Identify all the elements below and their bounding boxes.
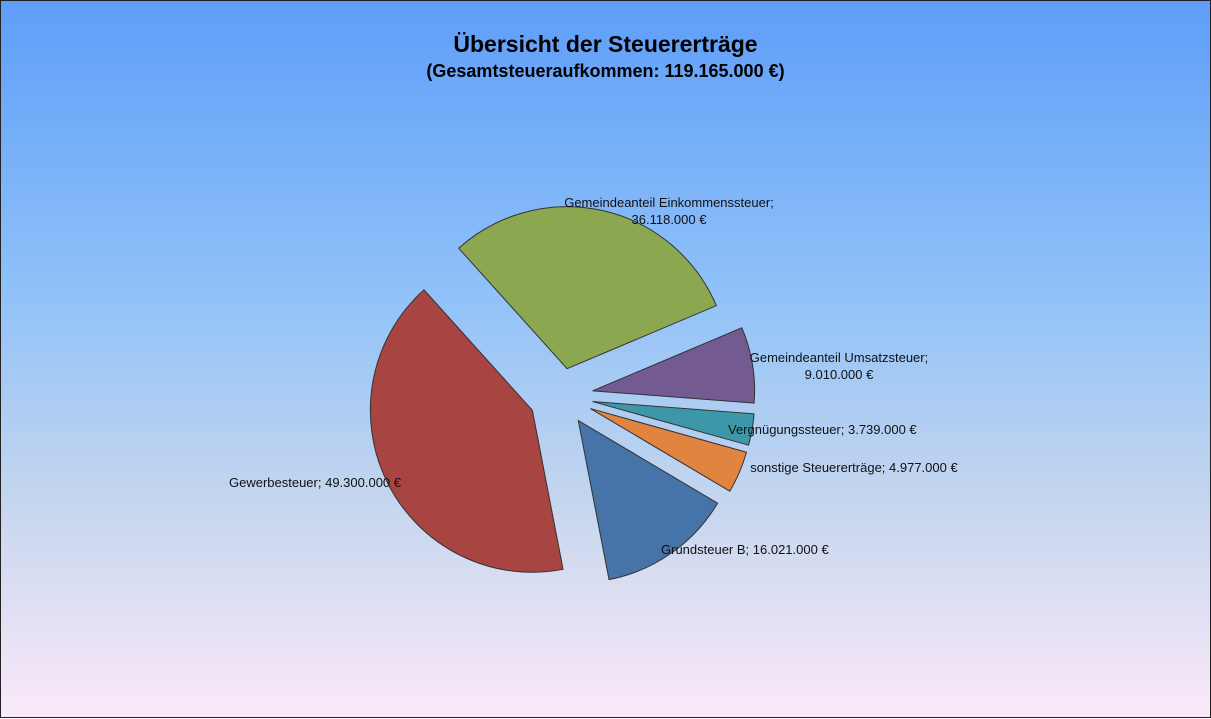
data-label: Gemeindeanteil Einkommenssteuer; 36.118.… (564, 195, 774, 227)
data-label: Grundsteuer B; 16.021.000 € (661, 542, 829, 557)
pie-slice (457, 206, 717, 370)
label-box: sonstige Steuererträge; 4.977.000 € (750, 460, 958, 475)
data-label: Gewerbesteuer; 49.300.000 € (228, 475, 401, 490)
chart-subtitle: (Gesamtsteueraufkommen: 119.165.000 €) (426, 61, 785, 81)
label-box: Grundsteuer B; 16.021.000 € (661, 542, 829, 557)
pie-slice (590, 408, 748, 492)
pie-slice (592, 401, 755, 446)
label-box: Vergnügungssteuer; 3.739.000 € (728, 422, 917, 437)
label-box: Gemeindeanteil Einkommenssteuer; 36.118.… (564, 195, 774, 227)
label-box: Gemeindeanteil Umsatzsteuer; 9.010.000 € (749, 350, 929, 382)
pie-slice (577, 419, 719, 581)
data-label: sonstige Steuererträge; 4.977.000 € (750, 460, 958, 475)
pie-slice (592, 327, 756, 404)
data-label: Gemeindeanteil Umsatzsteuer; 9.010.000 € (749, 350, 929, 382)
pie-slice (369, 289, 564, 573)
chart-title: Übersicht der Steuererträge (453, 31, 758, 57)
data-label: Vergnügungssteuer; 3.739.000 € (728, 422, 917, 437)
label-box: Gewerbesteuer; 49.300.000 € (228, 475, 401, 490)
